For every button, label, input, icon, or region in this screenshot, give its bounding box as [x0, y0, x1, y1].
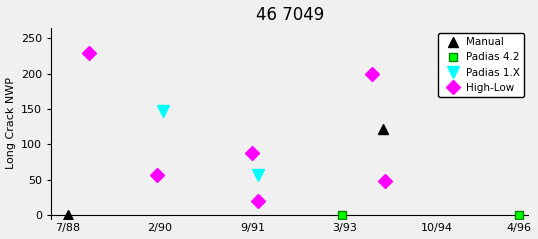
Y-axis label: Long Crack NWP: Long Crack NWP [5, 77, 16, 169]
Legend: Manual, Padias 4.2, Padias 1.X, High-Low: Manual, Padias 4.2, Padias 1.X, High-Low [438, 33, 524, 97]
Title: 46 7049: 46 7049 [256, 5, 324, 24]
